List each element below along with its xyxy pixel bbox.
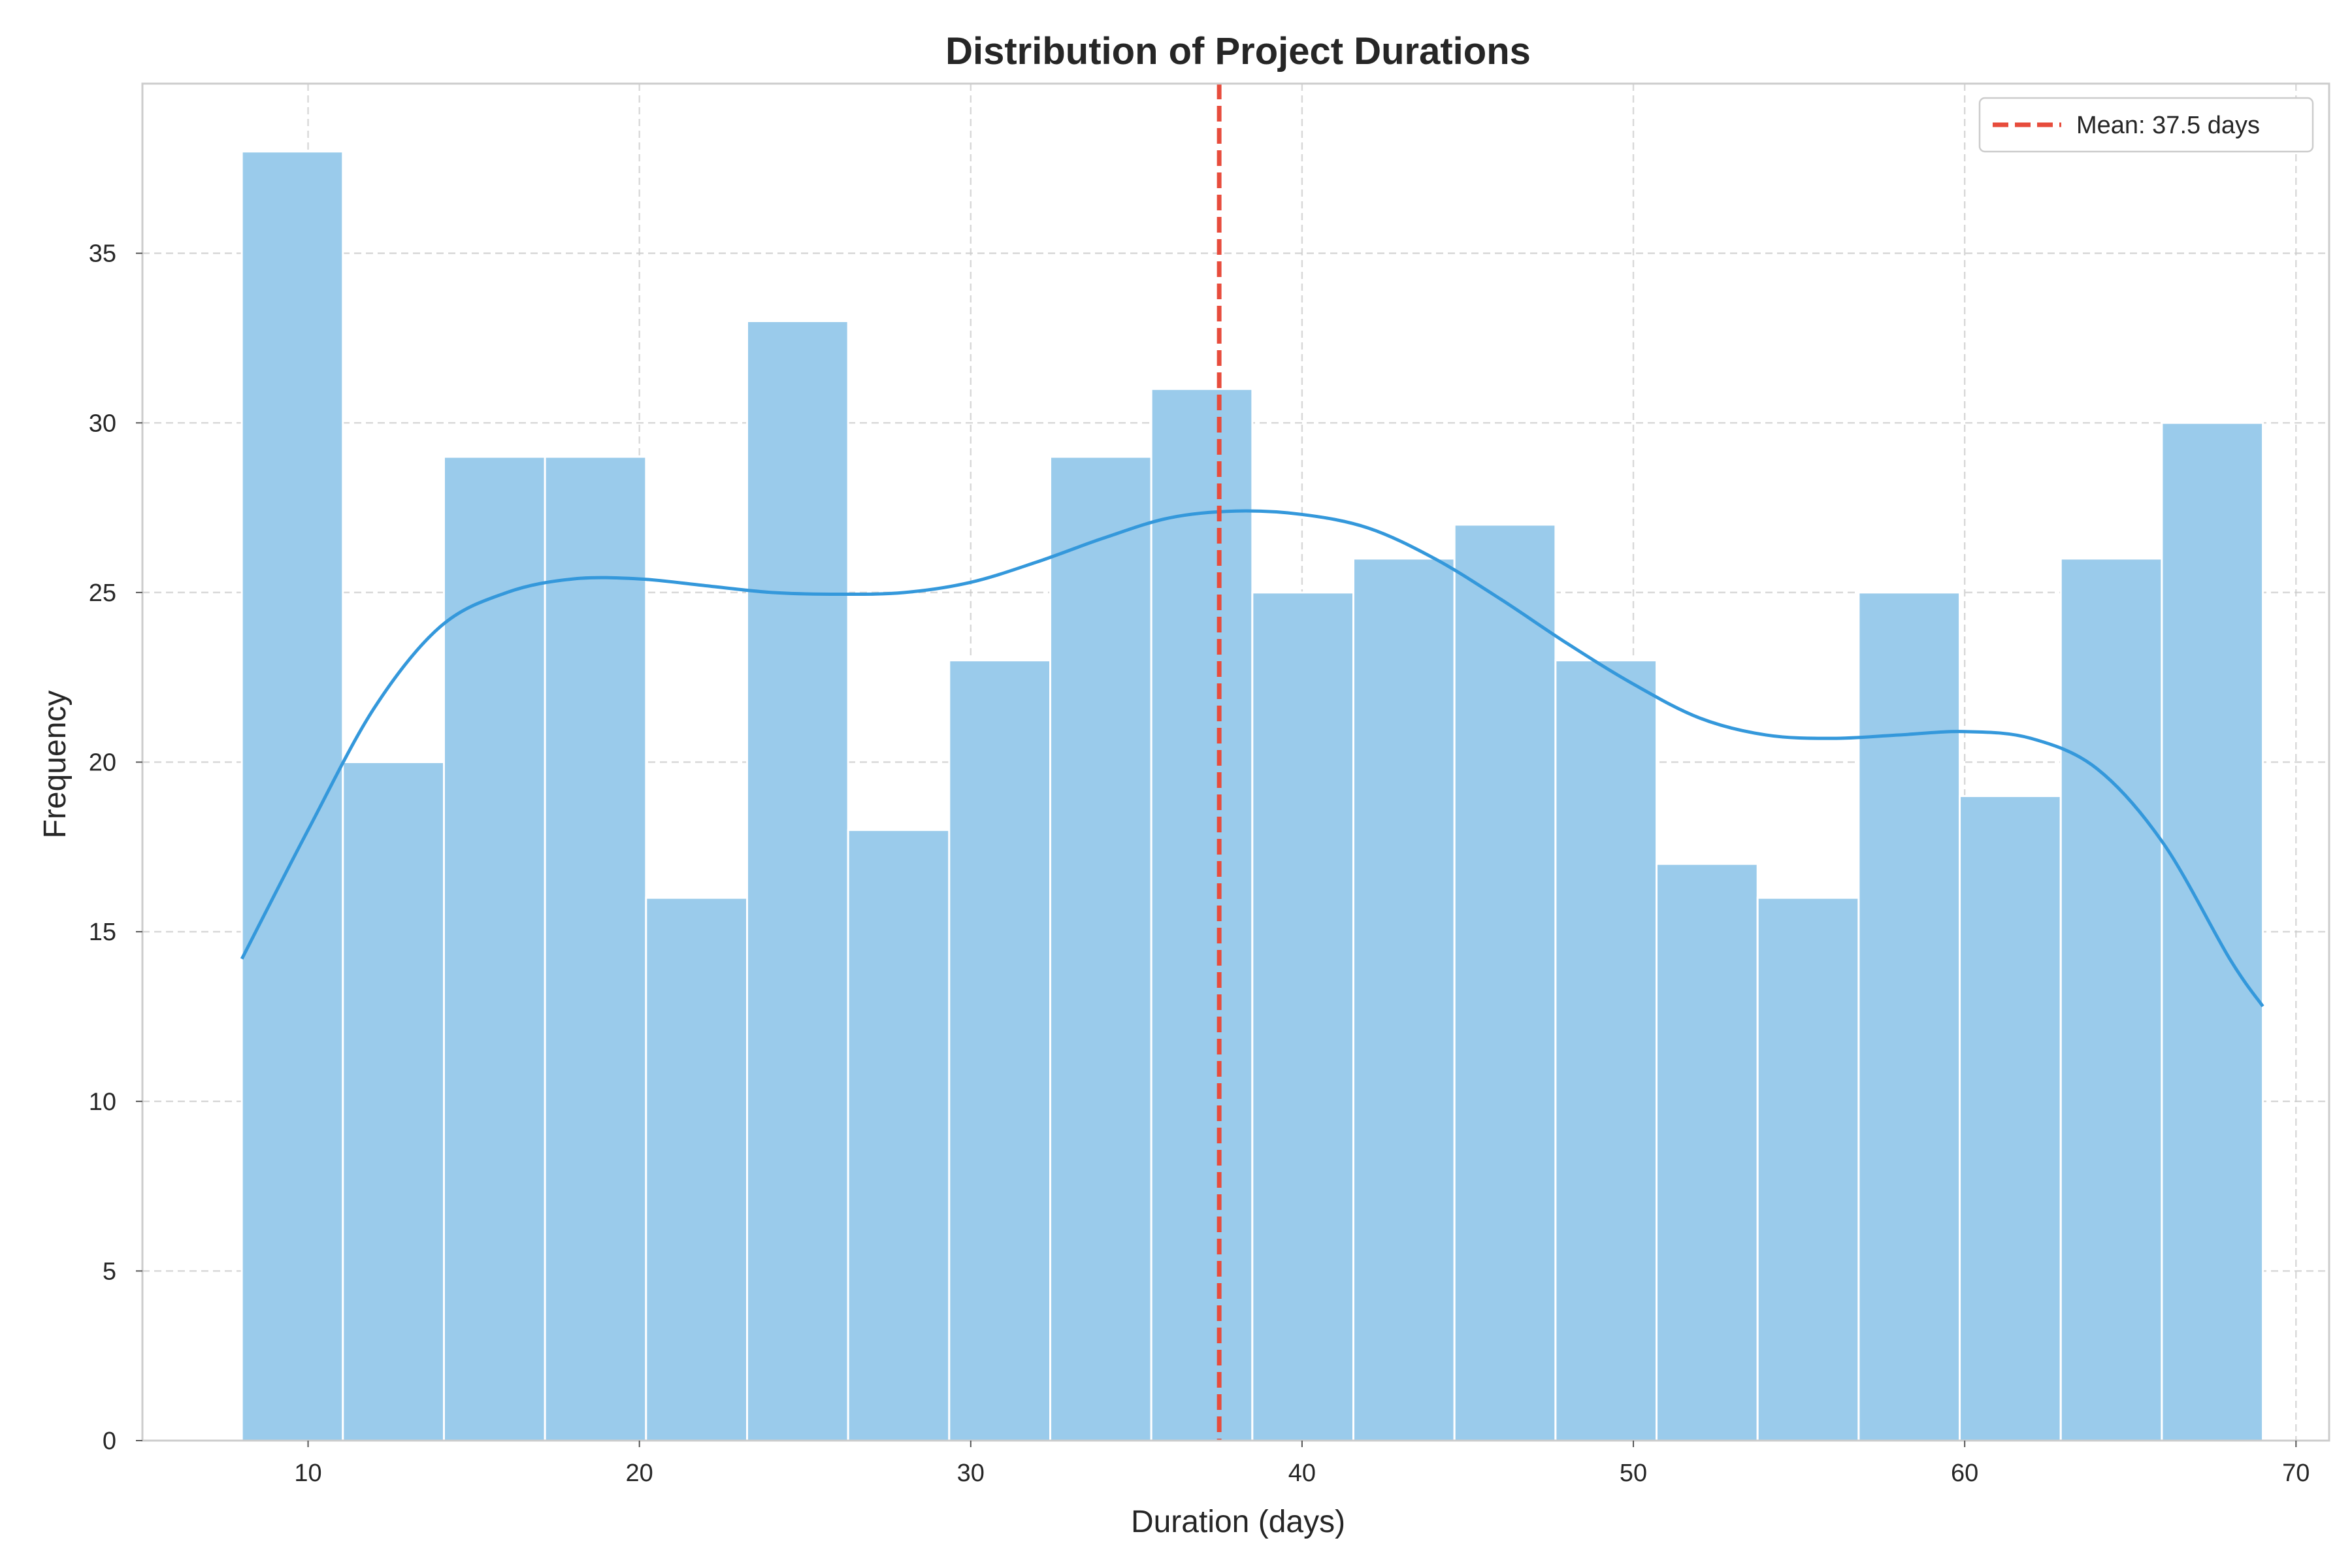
histogram-bar: [240, 150, 344, 1442]
y-axis-label: Frequency: [38, 691, 73, 839]
histogram-bar: [1756, 896, 1860, 1442]
kde-curve: [240, 509, 2264, 1007]
x-tick-label: 20: [626, 1460, 653, 1487]
histogram-bar: [645, 896, 748, 1442]
y-tick-label: 15: [89, 919, 116, 946]
x-tick-label: 50: [1620, 1460, 1647, 1487]
histogram-bar: [2161, 421, 2264, 1442]
y-tick-label: 30: [89, 410, 116, 437]
histogram-bar: [847, 828, 951, 1442]
y-tick-label: 10: [89, 1088, 116, 1116]
histogram-bar: [1049, 455, 1152, 1442]
histogram-bar: [745, 319, 849, 1442]
x-tick-label: 10: [294, 1460, 321, 1487]
y-tick-label: 20: [89, 749, 116, 777]
x-axis-label: Duration (days): [1131, 1505, 1345, 1539]
histogram-bar: [1251, 591, 1355, 1442]
x-tick-label: 60: [1951, 1460, 1978, 1487]
histogram-bar: [1554, 659, 1658, 1442]
chart-title: Distribution of Project Durations: [945, 30, 1531, 73]
histogram-bar: [342, 761, 445, 1442]
histogram-bar: [1150, 387, 1254, 1442]
histogram-bar: [442, 455, 546, 1442]
histogram-bar: [948, 659, 1052, 1442]
y-tick-label: 25: [89, 580, 116, 607]
histogram-bar: [544, 455, 647, 1442]
histogram-bar: [1453, 523, 1557, 1442]
bars: [240, 150, 2264, 1442]
histogram-bar: [1656, 862, 1759, 1442]
legend-box: [1978, 97, 2314, 153]
x-tick-label: 30: [957, 1460, 985, 1487]
histogram-bar: [1959, 794, 2062, 1442]
histogram-bar: [1352, 557, 1456, 1442]
x-tick-label: 70: [2282, 1460, 2310, 1487]
histogram-bar: [1857, 591, 1961, 1442]
y-tick-label: 35: [89, 240, 116, 268]
histogram-bar: [2059, 557, 2163, 1442]
legend: Mean: 37.5 days: [1978, 97, 2314, 153]
y-tick-label: 0: [103, 1428, 116, 1455]
y-tick-label: 5: [103, 1258, 116, 1285]
x-tick-label: 40: [1288, 1460, 1316, 1487]
ticks: 10 20 30 40 50 60 70 0 5 10 15 20 25 30 35: [89, 240, 2310, 1487]
legend-label-mean: Mean: 37.5 days: [2076, 112, 2260, 139]
